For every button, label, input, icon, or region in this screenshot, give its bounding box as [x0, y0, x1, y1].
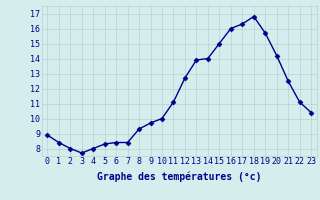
X-axis label: Graphe des températures (°c): Graphe des températures (°c): [97, 172, 261, 182]
